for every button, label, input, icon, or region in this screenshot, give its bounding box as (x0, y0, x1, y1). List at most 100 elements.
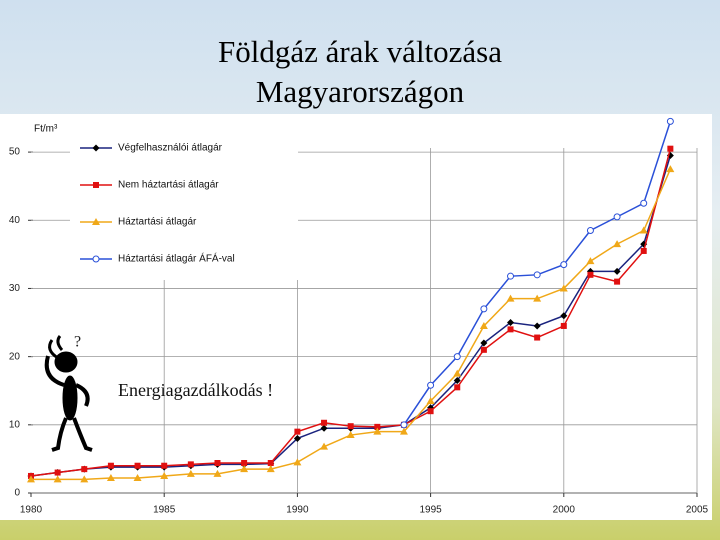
marker (321, 419, 328, 426)
legend-label: Háztartási átlagár ÁFÁ-val (118, 252, 235, 265)
marker (480, 346, 487, 353)
annotation: Energiagazdálkodás ! (118, 380, 273, 400)
y-tick-label: 0 (14, 488, 20, 499)
marker (613, 267, 621, 275)
marker (640, 199, 648, 207)
question-mark: ? (74, 334, 81, 351)
x-tick-label: 1985 (153, 505, 176, 516)
y-tick-label: 50 (9, 147, 21, 158)
marker (240, 465, 249, 473)
marker (106, 474, 115, 481)
marker (586, 227, 594, 234)
marker (373, 427, 382, 435)
y-axis-label: Ft/m³ (34, 124, 58, 135)
marker (160, 471, 169, 479)
legend-label: Háztartási átlagár (118, 217, 197, 228)
x-tick-label: 2000 (553, 505, 576, 516)
marker (666, 165, 675, 173)
marker (81, 466, 88, 473)
marker (427, 408, 434, 415)
marker (134, 462, 141, 469)
marker (614, 278, 621, 285)
marker (506, 294, 515, 302)
marker (374, 423, 381, 430)
marker (241, 460, 248, 466)
marker (320, 442, 329, 450)
y-tick-label: 10 (9, 419, 21, 430)
figure-head (54, 351, 78, 373)
marker (213, 469, 222, 477)
marker (507, 326, 514, 333)
marker (534, 334, 541, 341)
marker (187, 461, 194, 468)
marker (640, 247, 647, 254)
marker (186, 469, 195, 477)
marker (667, 145, 674, 152)
marker (613, 240, 622, 248)
marker (533, 271, 541, 279)
marker (320, 424, 328, 432)
marker (54, 469, 61, 476)
marker (559, 284, 568, 292)
legend-label: Végfelhasználói átlagár (118, 143, 223, 154)
figure-limbs (44, 355, 93, 452)
marker (426, 396, 435, 404)
marker (480, 305, 488, 313)
marker (93, 182, 99, 188)
marker (639, 226, 648, 234)
marker (587, 271, 594, 278)
legend-box (70, 132, 298, 280)
figure-body (62, 375, 78, 421)
marker (586, 257, 595, 265)
marker (107, 462, 114, 469)
marker (346, 431, 355, 439)
marker (560, 312, 568, 320)
x-tick-label: 1990 (286, 505, 309, 516)
figure-hair (48, 335, 64, 360)
x-tick-label: 1980 (20, 505, 43, 516)
y-tick-label: 30 (9, 283, 21, 294)
stick-figure (44, 335, 93, 452)
marker (293, 458, 302, 466)
marker (92, 255, 100, 263)
marker (294, 428, 301, 435)
marker (92, 144, 100, 152)
marker (453, 369, 462, 377)
marker (507, 319, 515, 327)
marker (399, 427, 408, 435)
marker (293, 434, 301, 442)
marker (454, 384, 461, 391)
marker (400, 421, 408, 429)
marker (560, 322, 567, 329)
y-tick-label: 40 (9, 215, 21, 226)
x-tick-label: 2005 (686, 505, 709, 516)
marker (133, 474, 142, 481)
x-tick-label: 1995 (419, 505, 442, 516)
marker (613, 213, 621, 221)
marker (427, 381, 435, 389)
marker (266, 465, 275, 473)
marker (666, 117, 674, 125)
legend-label: Nem háztartási átlagár (118, 180, 219, 191)
marker (267, 460, 274, 466)
marker (453, 353, 461, 361)
marker (214, 460, 221, 466)
marker (507, 272, 515, 280)
chart-title: Földgáz árak változása Magyarországon (217, 34, 503, 109)
marker (92, 218, 100, 225)
legend: Végfelhasználói átlagár Nem háztartási át… (80, 143, 235, 265)
marker (80, 475, 89, 483)
y-tick-label: 20 (9, 351, 21, 362)
marker (53, 475, 62, 483)
marker (533, 322, 541, 330)
marker (480, 339, 488, 347)
marker (27, 475, 35, 483)
marker (560, 261, 568, 269)
marker (161, 462, 168, 469)
marker (347, 423, 354, 430)
plot (27, 117, 675, 483)
marker (479, 321, 488, 329)
marker (533, 294, 542, 302)
